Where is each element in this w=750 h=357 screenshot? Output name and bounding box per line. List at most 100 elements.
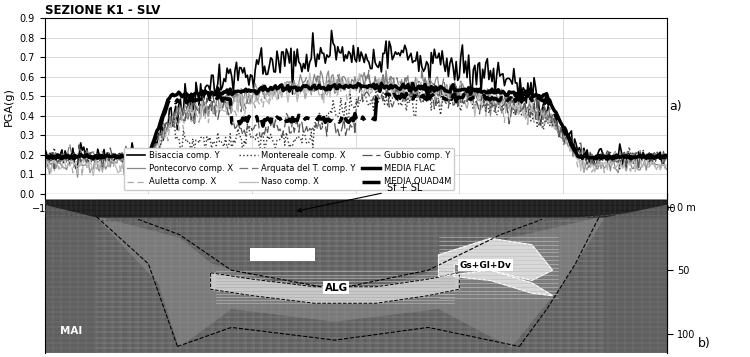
Auletta comp. X — [334, 74, 344, 78]
Pontecorvo comp. X — [288, 83, 297, 87]
Line: Montereale comp. X: Montereale comp. X — [45, 80, 667, 169]
Line: Pontecorvo comp. X: Pontecorvo comp. X — [45, 70, 667, 177]
Auletta comp. X — [40, 167, 50, 172]
Arquata del T. comp. Y — [662, 158, 671, 162]
X-axis label: x (m): x (m) — [340, 219, 370, 229]
Pontecorvo comp. X — [662, 167, 671, 172]
MEDIA QUAD4M — [494, 99, 502, 103]
Polygon shape — [45, 200, 667, 353]
Auletta comp. X — [492, 103, 501, 107]
Gubbio comp. Y — [662, 153, 671, 157]
Arquata del T. comp. Y — [434, 87, 443, 91]
Gubbio comp. Y — [494, 101, 502, 105]
Arquata del T. comp. Y — [418, 67, 427, 71]
Gubbio comp. Y — [40, 151, 50, 156]
Arquata del T. comp. Y — [117, 159, 126, 164]
Bisaccia comp. Y — [433, 56, 442, 60]
Bisaccia comp. Y — [494, 60, 502, 65]
Legend: Bisaccia comp. Y, Pontecorvo comp. X, Auletta comp. X, Montereale comp. X, Arqua: Bisaccia comp. Y, Pontecorvo comp. X, Au… — [124, 148, 454, 190]
Text: Sf + SL: Sf + SL — [298, 183, 422, 212]
MEDIA FLAC — [40, 153, 50, 157]
MEDIA FLAC — [626, 156, 635, 161]
Pontecorvo comp. X — [434, 85, 443, 90]
Montereale comp. X — [490, 107, 500, 112]
Auletta comp. X — [78, 174, 87, 178]
Text: MAI: MAI — [60, 326, 82, 336]
MEDIA FLAC — [408, 81, 417, 85]
MEDIA QUAD4M — [115, 155, 124, 159]
Bisaccia comp. Y — [327, 28, 336, 32]
Line: MEDIA FLAC: MEDIA FLAC — [45, 83, 667, 159]
Text: b): b) — [698, 337, 710, 350]
MEDIA QUAD4M — [603, 157, 612, 161]
MEDIA QUAD4M — [286, 120, 296, 124]
Line: MEDIA QUAD4M: MEDIA QUAD4M — [45, 92, 667, 159]
Text: LAS+LS+S: LAS+LS+S — [252, 250, 314, 260]
Naso comp. X — [495, 106, 504, 111]
Arquata del T. comp. Y — [492, 94, 501, 98]
Arquata del T. comp. Y — [288, 87, 297, 91]
MEDIA QUAD4M — [40, 155, 50, 159]
Naso comp. X — [244, 98, 254, 102]
Polygon shape — [439, 238, 553, 296]
Montereale comp. X — [494, 109, 502, 113]
Pontecorvo comp. X — [382, 68, 391, 72]
MEDIA QUAD4M — [243, 120, 252, 124]
Auletta comp. X — [288, 84, 297, 88]
Naso comp. X — [305, 71, 314, 75]
Montereale comp. X — [115, 155, 124, 160]
Montereale comp. X — [662, 157, 671, 161]
Gubbio comp. Y — [243, 124, 252, 128]
MEDIA QUAD4M — [431, 95, 440, 99]
Line: Auletta comp. X: Auletta comp. X — [45, 76, 667, 176]
Text: ALG: ALG — [325, 282, 348, 292]
Polygon shape — [97, 217, 604, 347]
Montereale comp. X — [286, 142, 296, 147]
Naso comp. X — [88, 174, 98, 178]
MEDIA QUAD4M — [490, 96, 500, 101]
Pontecorvo comp. X — [117, 157, 126, 162]
Pontecorvo comp. X — [492, 104, 501, 109]
Naso comp. X — [40, 166, 50, 170]
Polygon shape — [211, 273, 459, 303]
Pontecorvo comp. X — [244, 102, 254, 106]
MEDIA FLAC — [662, 154, 671, 158]
Auletta comp. X — [662, 166, 671, 171]
Bisaccia comp. Y — [40, 147, 50, 151]
Naso comp. X — [434, 85, 443, 89]
Gubbio comp. Y — [431, 99, 440, 103]
MEDIA QUAD4M — [463, 90, 472, 94]
Montereale comp. X — [615, 167, 624, 171]
MEDIA FLAC — [433, 88, 442, 92]
Naso comp. X — [662, 163, 671, 167]
Gubbio comp. Y — [115, 156, 124, 160]
Naso comp. X — [492, 102, 501, 106]
Gubbio comp. Y — [490, 110, 500, 114]
Bisaccia comp. Y — [662, 156, 671, 160]
Polygon shape — [45, 200, 667, 217]
Gubbio comp. Y — [286, 131, 296, 135]
Line: Naso comp. X: Naso comp. X — [45, 73, 667, 176]
Line: Gubbio comp. Y: Gubbio comp. Y — [45, 84, 667, 170]
Montereale comp. X — [40, 157, 50, 161]
Arquata del T. comp. Y — [244, 93, 254, 97]
MEDIA FLAC — [115, 156, 124, 160]
Bisaccia comp. Y — [115, 151, 124, 156]
MEDIA FLAC — [286, 85, 296, 90]
Arquata del T. comp. Y — [109, 161, 118, 166]
Naso comp. X — [288, 87, 297, 91]
Line: Arquata del T. comp. Y: Arquata del T. comp. Y — [45, 69, 667, 164]
Auletta comp. X — [495, 102, 504, 107]
Text: a): a) — [670, 100, 682, 113]
Text: Gs+Gl+Dv: Gs+Gl+Dv — [459, 261, 512, 270]
Naso comp. X — [117, 164, 126, 168]
Arquata del T. comp. Y — [495, 100, 504, 105]
Auletta comp. X — [434, 97, 443, 102]
Auletta comp. X — [117, 170, 126, 174]
Bisaccia comp. Y — [490, 92, 500, 96]
MEDIA FLAC — [490, 89, 500, 93]
Bisaccia comp. Y — [243, 73, 252, 77]
Text: SEZIONE K1 - SLV: SEZIONE K1 - SLV — [45, 4, 160, 17]
Bisaccia comp. Y — [622, 167, 631, 172]
MEDIA FLAC — [494, 87, 502, 92]
